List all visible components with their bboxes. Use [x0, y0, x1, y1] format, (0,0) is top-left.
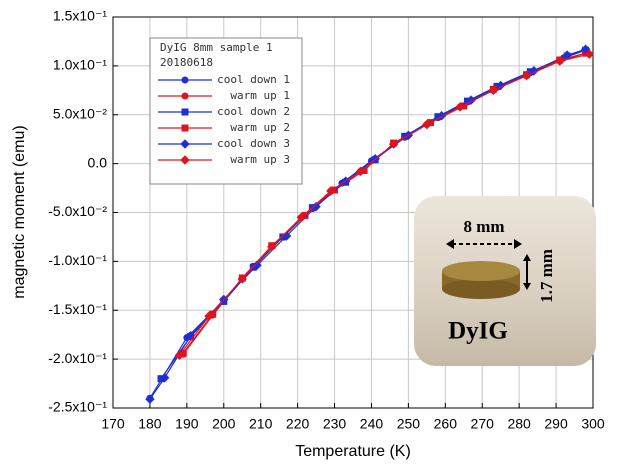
inset-photo: 8 mm 1.7 mm DyIG: [414, 196, 596, 366]
marker: [252, 260, 262, 270]
marker: [529, 66, 539, 76]
legend-label: warm up 3: [230, 153, 290, 166]
disc-bottom: [442, 279, 520, 299]
x-tick-label: 220: [286, 416, 310, 432]
y-axis-label: magnetic moment (emu): [11, 125, 28, 298]
x-tick-label: 190: [175, 416, 199, 432]
x-tick-label: 270: [471, 416, 495, 432]
marker: [355, 166, 366, 177]
y-tick-label: 1.0x10⁻¹: [53, 57, 107, 73]
legend-label: warm up 2: [230, 121, 290, 134]
x-tick-label: 300: [581, 416, 605, 432]
y-tick-label: 5.0x10⁻²: [53, 105, 107, 121]
disc-top: [442, 261, 520, 281]
marker: [181, 92, 189, 100]
width-label: 8 mm: [463, 217, 504, 236]
height-label: 1.7 mm: [537, 249, 556, 303]
marker: [584, 49, 595, 59]
arrow-heads: [446, 239, 522, 249]
x-tick-label: 170: [101, 416, 125, 432]
legend-title: DyIG 8mm sample 1: [160, 41, 273, 54]
x-tick-label: 210: [249, 416, 273, 432]
series-line: [178, 53, 590, 356]
y-tick-label: 0.0: [88, 154, 108, 170]
x-tick-label: 290: [544, 416, 568, 432]
legend: DyIG 8mm sample 1 20180618 cool down 1 wa…: [149, 37, 303, 185]
series-group: [145, 44, 595, 404]
y-tick-label: -2.5x10⁻¹: [48, 399, 107, 415]
y-tick-label: 1.5x10⁻¹: [53, 8, 107, 24]
legend-title: 20180618: [160, 56, 213, 69]
y-tick-label: -1.5x10⁻¹: [48, 301, 107, 317]
marker: [159, 372, 170, 383]
marker: [326, 186, 336, 196]
marker: [296, 212, 307, 223]
marker: [181, 76, 189, 84]
marker: [181, 108, 189, 116]
marker: [180, 139, 190, 149]
x-tick-label: 280: [507, 416, 531, 432]
marker: [521, 70, 532, 81]
x-tick-label: 200: [212, 416, 236, 432]
marker: [180, 155, 190, 165]
x-tick-label: 230: [323, 416, 347, 432]
y-tick-label: -5.0x10⁻²: [48, 203, 107, 219]
inset-caption: DyIG: [448, 318, 508, 345]
marker: [181, 124, 189, 132]
marker: [436, 111, 447, 121]
marker: [311, 201, 321, 212]
marker: [495, 80, 506, 91]
x-tick-label: 260: [434, 416, 458, 432]
legend-label: cool down 2: [217, 105, 290, 118]
legend-label: cool down 1: [217, 73, 290, 86]
y-tick-label: -1.0x10⁻¹: [48, 252, 107, 268]
marker: [145, 394, 155, 404]
x-tick-label: 250: [397, 416, 421, 432]
legend-label: warm up 1: [230, 89, 290, 102]
x-tick-label: 180: [138, 416, 162, 432]
legend-label: cool down 3: [217, 137, 290, 150]
marker: [237, 274, 247, 284]
x-axis-label: Temperature (K): [295, 443, 411, 460]
marker: [455, 102, 465, 112]
marker: [174, 350, 185, 360]
marker: [466, 95, 476, 105]
marker: [555, 56, 565, 66]
x-tick-label: 240: [360, 416, 384, 432]
marker: [488, 85, 499, 96]
marker: [267, 242, 277, 252]
marker: [388, 139, 399, 149]
marker: [422, 119, 432, 130]
marker: [204, 311, 214, 321]
y-tick-label: -2.0x10⁻¹: [48, 350, 107, 366]
